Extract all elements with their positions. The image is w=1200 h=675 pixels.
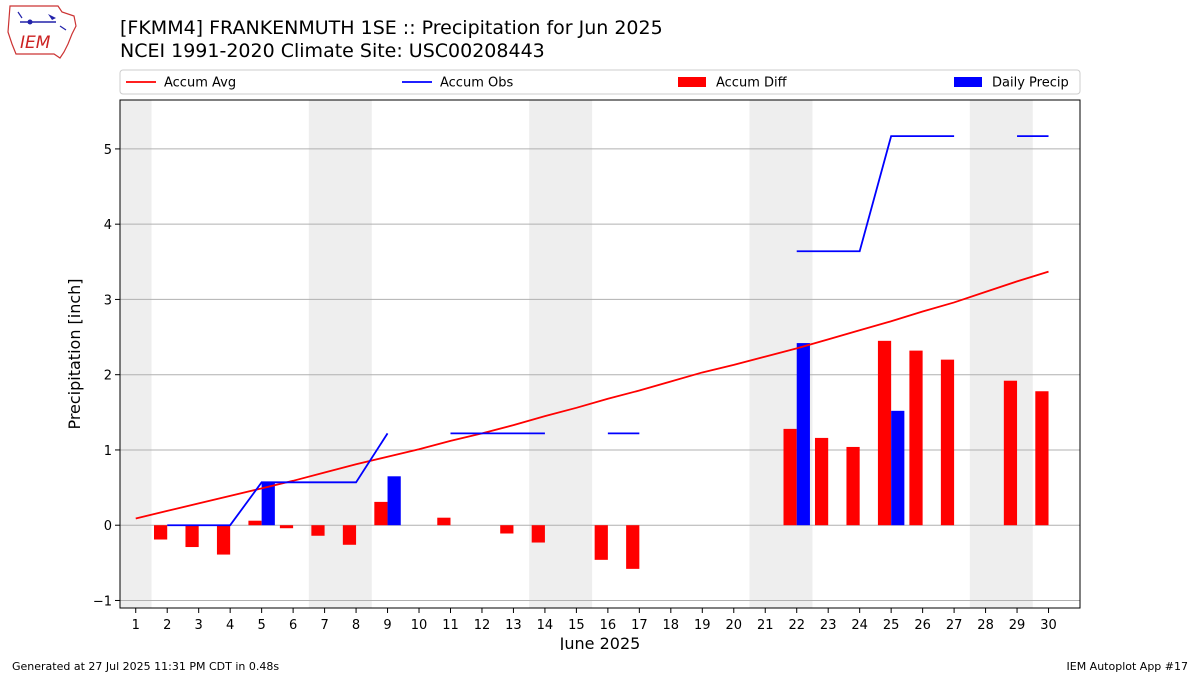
x-tick-label: 17 [631,618,648,633]
y-tick-label: 1 [104,444,112,459]
generated-timestamp: Generated at 27 Jul 2025 11:31 PM CDT in… [12,660,280,673]
legend: Accum Avg Accum Obs Accum Diff Daily Precip [119,69,1081,95]
y-tick-label: 3 [104,293,112,308]
accum-diff-bar [814,437,829,526]
accum-obs-line [167,432,389,527]
y-tick-label: 2 [104,369,112,384]
accum-diff-bar [594,525,608,560]
x-tick-label: 30 [1040,618,1057,633]
x-tick-label: 22 [788,618,805,633]
daily-precip-bar [891,410,905,526]
accum-diff-bar [1035,391,1049,526]
accum-diff-bar [342,525,357,545]
accum-obs-line [796,135,955,253]
accum-diff-bar [783,428,797,526]
daily-precip-bar [261,482,275,526]
app-label: IEM Autoplot App #17 [1066,660,1189,673]
legend-swatch-bar [678,77,706,87]
accum-diff-bar [846,446,860,526]
x-tick-label: 28 [977,618,994,633]
legend-label: Accum Avg [164,76,236,91]
x-tick-label: 21 [757,618,774,633]
accum-diff-bar [1003,380,1018,526]
legend-label: Daily Precip [992,76,1069,91]
accum-diff-bar [216,525,231,555]
x-tick-label: 23 [820,618,837,633]
accum-diff-bar [374,501,388,526]
iem-logo: IEM [7,5,77,59]
legend-swatch-bar [954,77,982,87]
y-tick-label: 5 [104,143,112,158]
weekend-shading [120,100,1033,608]
x-tick-label: 11 [442,618,459,633]
daily-precip-bar [387,476,401,526]
plot-frame [119,99,1081,609]
x-tick-label: 20 [725,618,742,633]
weekend-band [308,100,372,608]
y-axis-label: Precipitation [inch] [65,278,84,429]
accum-diff-bar [626,525,640,569]
x-tick-label: 19 [694,618,711,633]
x-tick-label: 15 [568,618,585,633]
x-tick-label: 10 [411,618,428,633]
accum-diff-bar [185,525,199,548]
x-tick-label: 26 [914,618,931,633]
x-tick-label: 7 [320,618,328,633]
accum-diff-bar [940,359,955,526]
x-tick-label: 14 [537,618,554,633]
daily-precip-bar [796,343,810,526]
x-tick-label: 6 [289,618,297,633]
weekend-band [529,100,593,608]
x-tick-label: 24 [851,618,868,633]
legend-label: Accum Obs [440,76,513,91]
weekend-band [969,100,1033,608]
chart-title: [FKMM4] FRANKENMUTH 1SE :: Precipitation… [120,17,663,39]
x-tick-label: 16 [600,618,617,633]
legend-box [119,69,1081,95]
accum-diff-bar [909,350,923,526]
accum-diff-bar [248,520,262,526]
x-tick-label: 5 [257,618,265,633]
x-tick-label: 18 [663,618,680,633]
y-tick-label: 4 [104,218,112,233]
weekend-band [120,100,152,608]
x-tick-label: 13 [505,618,522,633]
logo-text: IEM [20,33,51,53]
y-tick-label: −1 [93,594,112,609]
x-tick-label: 25 [883,618,900,633]
x-tick-label: 8 [352,618,360,633]
x-tick-label: 29 [1009,618,1026,633]
x-tick-label: 9 [383,618,391,633]
x-axis-ticks: 1 2 3 4 5 6 7 8 9 10 11 12 13 14 15 16 17 18 19 20 21 22 23 24 2… [132,608,1057,633]
accum-diff-bar [153,525,168,540]
x-tick-label: 3 [195,618,203,633]
x-tick-label: 1 [132,618,140,633]
x-tick-label: 27 [946,618,963,633]
bar-marks [153,340,1049,569]
accum-diff-bar [877,340,892,526]
x-axis-label: June 2025 [559,634,641,650]
line-marks [135,135,1049,527]
legend-label: Accum Diff [716,76,788,91]
accum-diff-bar [279,525,294,529]
accum-diff-bar [437,517,451,526]
y-axis-ticks: −1 0 1 2 3 4 5 [93,143,120,609]
y-tick-label: 0 [104,519,112,534]
precipitation-chart: 1 2 3 4 5 6 7 8 9 10 11 12 13 14 15 16 17 18 19 20 21 22 23 24 2… [65,69,1081,650]
x-tick-label: 12 [474,618,491,633]
x-tick-label: 4 [226,618,234,633]
accum-diff-bar [311,525,325,536]
x-tick-label: 2 [163,618,171,633]
accum-diff-bar [500,525,514,534]
chart-subtitle: NCEI 1991-2020 Climate Site: USC00208443 [120,40,545,62]
accum-diff-bar [531,525,545,543]
